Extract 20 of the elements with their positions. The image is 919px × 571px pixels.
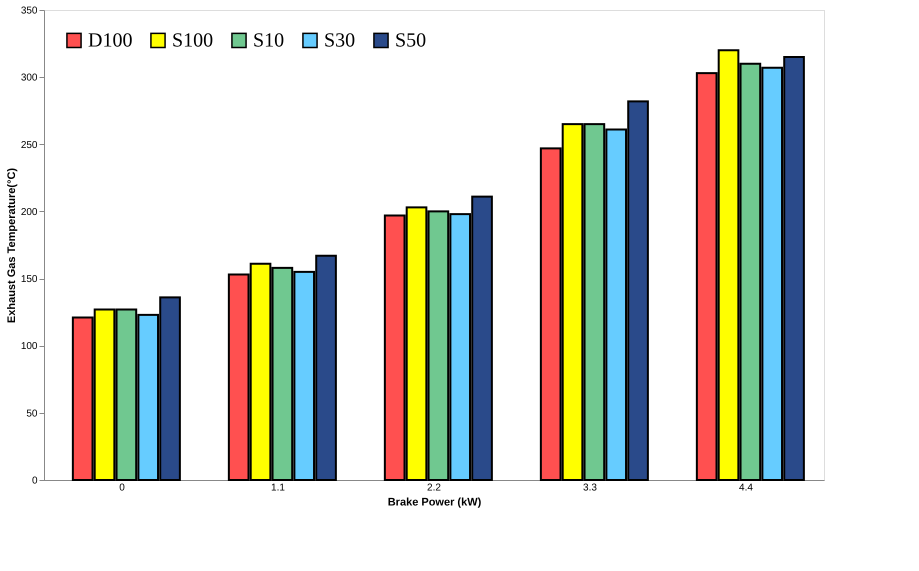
y-tick-label: 50 [26, 408, 38, 420]
legend-label: S30 [324, 29, 356, 52]
y-tick-label: 100 [20, 341, 38, 352]
y-tick-label: 250 [20, 140, 38, 151]
y-tick-label: 200 [20, 206, 38, 218]
legend-label: S50 [395, 29, 426, 52]
legend-label: S100 [172, 29, 214, 52]
x-tick-label: 4.4 [739, 482, 754, 494]
x-tick-label: 1.1 [271, 482, 286, 494]
y-tick-label: 300 [20, 72, 38, 84]
x-axis-title: Brake Power (kW) [388, 496, 482, 508]
x-tick-label: 3.3 [583, 482, 598, 494]
legend-label: S10 [253, 29, 284, 52]
y-tick-label: 0 [32, 476, 38, 486]
y-axis-title: Exhaust Gas Temperature(°C) [6, 168, 18, 324]
y-tick-label: 150 [20, 274, 38, 286]
y-tick-label: 350 [20, 6, 38, 16]
x-tick-label: 2.2 [427, 482, 442, 494]
x-tick-label: 0 [119, 482, 126, 494]
legend-label: D100 [88, 29, 132, 52]
